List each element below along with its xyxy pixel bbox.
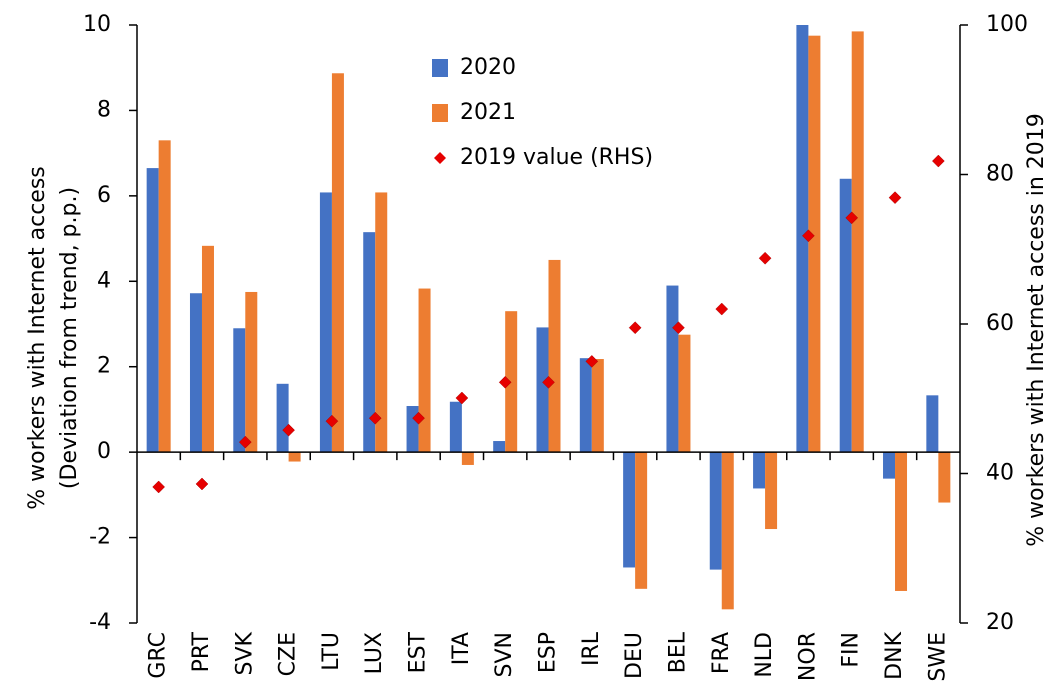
bar (189, 293, 202, 453)
x-tick-label: LTU (319, 632, 344, 671)
y-tick-label: 4 (97, 268, 111, 293)
bar (245, 291, 258, 453)
marker (325, 414, 339, 428)
x-tick-label: ESP (536, 632, 561, 673)
marker (585, 355, 599, 368)
bar (276, 383, 289, 453)
bar (895, 452, 908, 591)
bar (536, 327, 549, 453)
x-tick-label: FIN (839, 632, 864, 668)
bar (883, 452, 896, 479)
bar (548, 259, 561, 453)
y-tick-label: 6 (97, 183, 111, 208)
legend-swatch (432, 59, 448, 77)
x-tick-label: DNK (882, 631, 907, 679)
bar (709, 452, 722, 570)
marker (152, 480, 166, 494)
x-tick-label: IRL (579, 631, 604, 666)
bar (635, 452, 648, 589)
bar (839, 178, 852, 453)
x-tick-label: SWE (925, 632, 950, 682)
y2-tick-label: 60 (986, 311, 1014, 336)
x-tick-label: LUX (362, 632, 387, 674)
bar (721, 452, 734, 610)
x-tick-label: NLD (752, 632, 777, 678)
bar (796, 25, 809, 453)
x-tick-label: NOR (795, 632, 820, 681)
marker (758, 251, 772, 265)
y-tick-label: 2 (97, 354, 111, 379)
legend-marker (434, 152, 446, 164)
bar (926, 395, 939, 453)
x-tick-label: SVN (492, 632, 517, 677)
bar (319, 192, 332, 453)
marker (845, 211, 859, 225)
marker (498, 375, 512, 389)
x-tick-label: EST (406, 631, 431, 673)
bar (363, 232, 376, 453)
y-tick-label: -2 (89, 525, 111, 550)
marker (412, 411, 425, 425)
y2-tick-label: 40 (986, 461, 1014, 486)
x-tick-label: PRT (189, 631, 214, 672)
bar (158, 140, 171, 453)
y2-tick-label: 100 (986, 12, 1028, 37)
legend-label: 2020 (460, 55, 516, 80)
bar (331, 73, 344, 453)
y-tick-label: 8 (97, 97, 111, 122)
bar (461, 452, 474, 465)
bar (678, 334, 691, 453)
marker (282, 423, 295, 437)
marker (888, 191, 902, 205)
bar (938, 452, 951, 503)
marker (802, 229, 815, 243)
bar (591, 359, 604, 453)
bar (493, 441, 506, 453)
x-tick-label: ITA (449, 632, 474, 665)
y-tick-label: 0 (97, 439, 111, 464)
x-tick-label: CZE (276, 632, 301, 676)
y-tick-label: -4 (89, 610, 111, 635)
legend-swatch (432, 104, 448, 122)
marker (238, 435, 252, 449)
y2-tick-label: 20 (986, 610, 1014, 635)
marker (715, 302, 729, 316)
x-tick-label: SVK (232, 631, 257, 675)
y-axis-label: (Deviation from trend, p.p.) (57, 187, 82, 489)
marker (672, 321, 685, 335)
y2-axis-label: % workers with Internet access in 2019 (1024, 113, 1049, 547)
bar (666, 285, 679, 453)
marker (542, 375, 555, 389)
bar (418, 288, 431, 453)
bar (765, 452, 778, 530)
y2-tick-label: 80 (986, 162, 1014, 187)
bar (146, 168, 159, 453)
y-axis-label: % workers with Internet access (25, 166, 50, 510)
x-tick-label: BEL (665, 631, 690, 673)
bar (623, 452, 636, 568)
bar (233, 328, 246, 453)
bar (579, 358, 592, 453)
bar (201, 245, 214, 453)
marker (628, 321, 642, 335)
x-tick-label: FRA (709, 632, 734, 674)
marker (195, 477, 209, 491)
legend-label: 2021 (460, 100, 516, 125)
marker (455, 391, 469, 405)
bar (406, 406, 419, 453)
x-tick-label: DEU (622, 632, 647, 679)
marker (931, 154, 945, 168)
legend-label: 2019 value (RHS) (460, 145, 653, 170)
bar (505, 311, 518, 453)
bar (375, 192, 388, 453)
bar (753, 452, 766, 489)
bar (288, 452, 301, 462)
bar (851, 31, 864, 453)
x-tick-label: GRC (146, 632, 171, 679)
y-tick-label: 10 (83, 12, 111, 37)
bar (808, 35, 821, 453)
bar (449, 401, 462, 453)
marker (368, 411, 382, 425)
